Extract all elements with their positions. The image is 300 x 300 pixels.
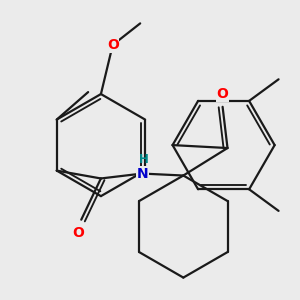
Text: O: O [217, 87, 229, 101]
Text: O: O [107, 38, 118, 52]
Text: O: O [72, 226, 84, 240]
Text: H: H [139, 153, 149, 166]
Text: N: N [136, 167, 148, 181]
